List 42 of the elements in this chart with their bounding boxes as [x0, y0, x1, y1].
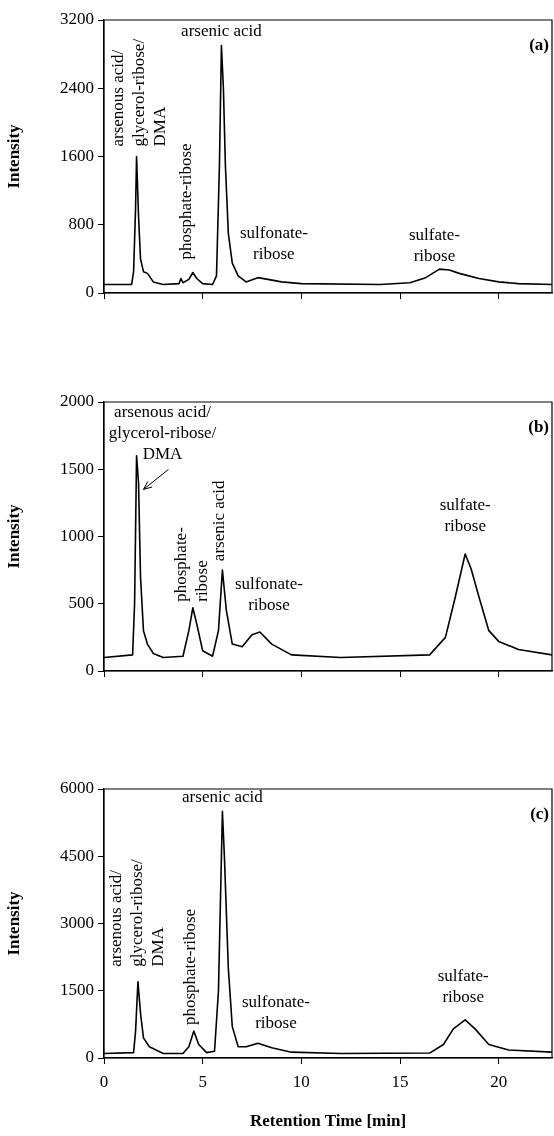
annotation: arsenic acid — [208, 479, 228, 562]
y-axis-title: Intensity — [3, 890, 23, 956]
x-tick-label: 15 — [391, 1071, 409, 1091]
annotation: arsenic acid — [182, 787, 264, 807]
annotation: sulfonate- ribose — [241, 992, 311, 1033]
y-tick-label: 4500 — [60, 845, 94, 865]
annotation: arsenous acid/ glycerol-ribose/ DMA — [106, 858, 168, 967]
annotation: sulfate- ribose — [439, 494, 491, 535]
y-tick-label: 1000 — [60, 525, 94, 545]
x-tick-label: 10 — [292, 1071, 310, 1091]
y-tick-label: 500 — [68, 593, 94, 613]
x-tick-label: 20 — [490, 1071, 508, 1091]
annotation: phosphate-ribose — [176, 143, 196, 260]
y-tick-label: 2400 — [60, 77, 94, 97]
annotation: phosphate-ribose — [180, 908, 200, 1026]
y-tick-label: 0 — [85, 1047, 94, 1067]
annotation: sulfate- ribose — [408, 225, 461, 266]
y-tick-label: 1500 — [60, 980, 94, 1000]
x-axis-title: Retention Time [min] — [249, 1111, 407, 1131]
y-tick-label: 0 — [85, 282, 94, 302]
annotation: arsenous acid/ glycerol-ribose/ DMA — [108, 402, 217, 464]
y-tick-label: 1600 — [60, 145, 94, 165]
y-axis-title: Intensity — [3, 503, 23, 569]
annotation: arsenous acid/ glycerol-ribose/ DMA — [108, 38, 170, 147]
annotation: sulfonate- ribose — [234, 573, 304, 614]
y-tick-label: 3000 — [60, 912, 94, 932]
annotation: arsenic acid — [181, 20, 263, 40]
y-tick-label: 800 — [68, 214, 94, 234]
y-tick-label: 6000 — [60, 778, 94, 798]
annotation: sulfonate- ribose — [239, 222, 309, 263]
x-tick-label: 0 — [99, 1071, 109, 1091]
text: (c) — [530, 804, 549, 824]
x-tick-label: 5 — [198, 1071, 207, 1091]
y-axis-title: Intensity — [3, 123, 23, 189]
y-tick-label: 2000 — [60, 391, 94, 411]
annotation: sulfate- ribose — [437, 965, 489, 1006]
y-tick-label: 0 — [85, 660, 94, 680]
y-tick-label: 3200 — [60, 9, 94, 29]
text: (b) — [528, 417, 549, 437]
y-tick-label: 1500 — [60, 458, 94, 478]
text: (a) — [529, 35, 549, 55]
annotation: phosphate- ribose — [170, 526, 211, 602]
